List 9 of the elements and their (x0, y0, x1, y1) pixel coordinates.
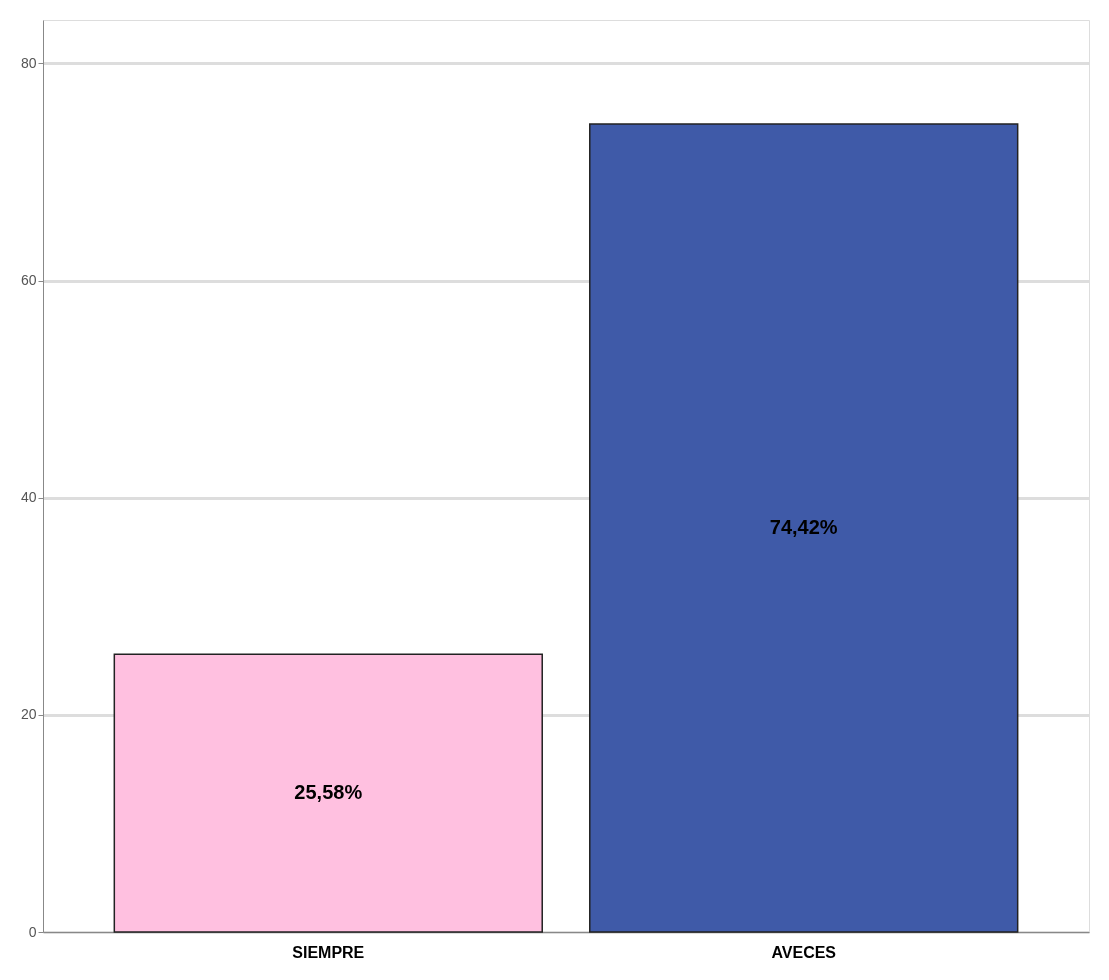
x-tick-label: AVECES (771, 943, 837, 961)
y-tick-label: 40 (20, 489, 37, 506)
data-label: 25,58% (294, 781, 363, 804)
y-tick-label: 20 (20, 706, 37, 723)
y-tick-label: 80 (20, 54, 37, 71)
y-tick-label: 60 (20, 272, 37, 289)
x-tick-label: SIEMPRE (292, 943, 365, 961)
y-tick-label: 0 (28, 923, 37, 940)
data-label: 74,42% (769, 516, 838, 539)
